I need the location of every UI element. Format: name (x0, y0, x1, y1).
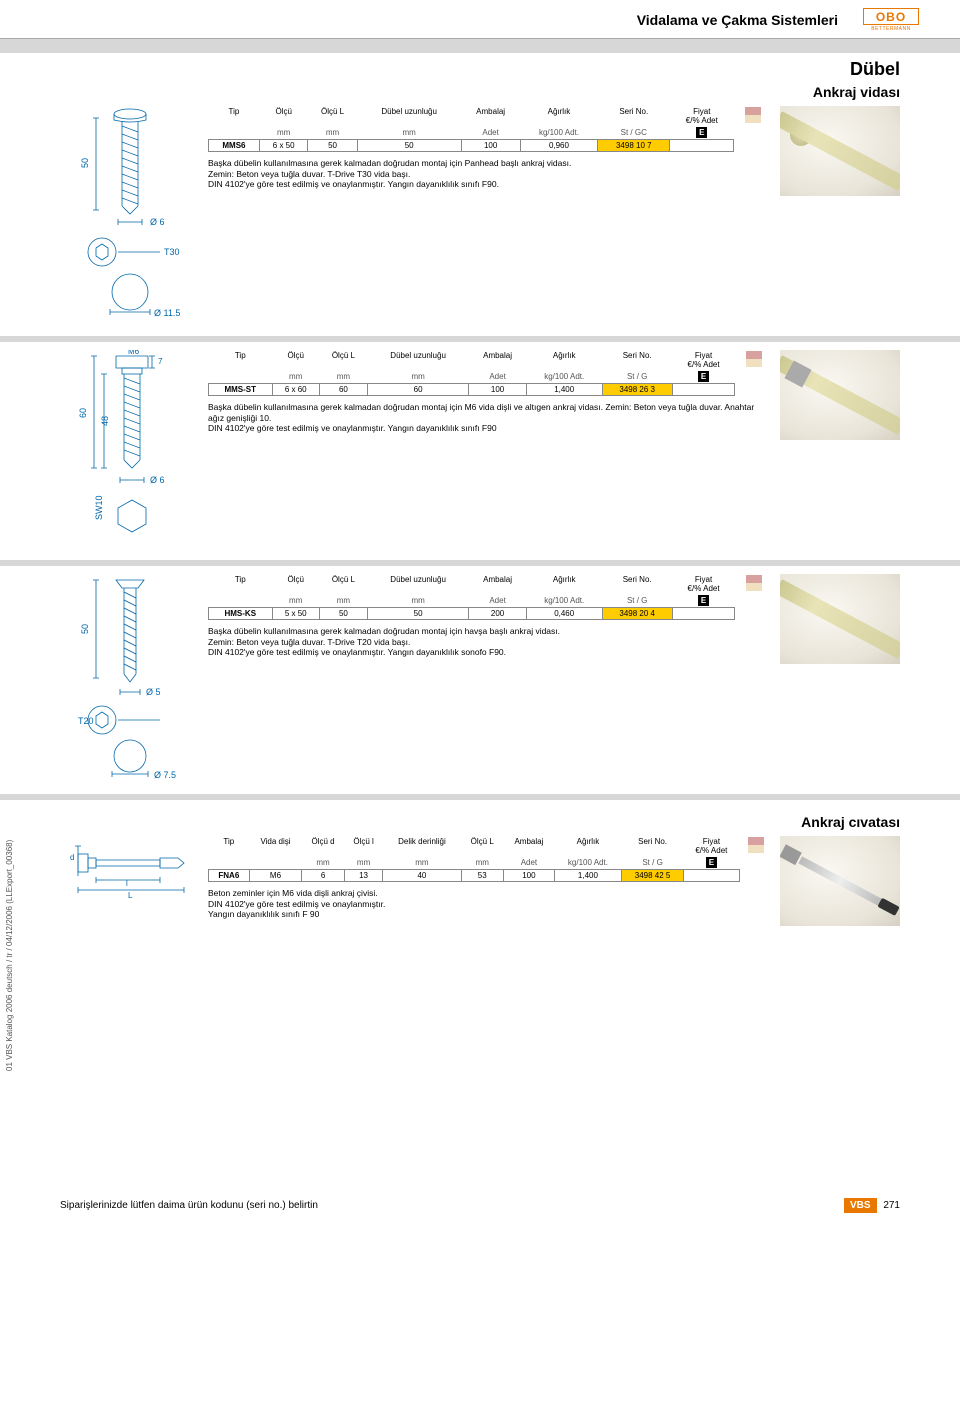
desc-1: Başka dübelin kullanılmasına gerek kalma… (208, 158, 772, 190)
td-olcu: 6 x 50 (259, 140, 308, 152)
desc-3: Başka dübelin kullanılmasına gerek kalma… (208, 626, 772, 658)
th-fiyat: Fiyat€/% Adet (670, 106, 734, 126)
th-seri: Seri No. (598, 106, 670, 126)
e-cell: E (670, 126, 734, 140)
svg-text:L: L (128, 891, 133, 900)
header-title: Vidalama ve Çakma Sistemleri (637, 12, 838, 28)
diagram-1: 50 Ø 6 T30 Ø 11.5 (60, 106, 200, 328)
content-4: Tip Vida dişi Ölçü d Ölçü l Delik derinl… (208, 836, 772, 920)
svg-text:50: 50 (80, 624, 90, 634)
th-olcu: Ölçü (259, 106, 308, 126)
material-icon (746, 575, 762, 591)
svg-text:Ø 5: Ø 5 (146, 687, 161, 697)
td-tip: MMS6 (209, 140, 260, 152)
footer-page: 271 (883, 1200, 900, 1211)
svg-text:M6: M6 (128, 350, 140, 356)
section-title: Dübel (0, 59, 900, 80)
product-row-1: 50 Ø 6 T30 Ø 11.5 Tip Ölçü Ölçü L Dübel … (0, 102, 960, 332)
separator (0, 794, 960, 800)
screw-diagram-1: 50 Ø 6 T30 Ø 11.5 (60, 106, 200, 326)
logo-text: OBO (863, 8, 919, 25)
diagram-3: 50 Ø 5 T20 Ø 7.5 (60, 574, 200, 786)
spec-table-4: Tip Vida dişi Ölçü d Ölçü l Delik derinl… (208, 836, 772, 882)
separator (0, 336, 960, 342)
spec-table-1: Tip Ölçü Ölçü L Dübel uzunluğu Ambalaj A… (208, 106, 772, 152)
spacer (0, 930, 960, 1190)
svg-text:50: 50 (80, 158, 90, 168)
td-olcuL: 50 (308, 140, 357, 152)
svg-text:SW10: SW10 (94, 495, 104, 520)
th-dubel: Dübel uzunluğu (357, 106, 461, 126)
material-icon (748, 837, 764, 853)
th-olcuL: Ölçü L (308, 106, 357, 126)
material-icon (746, 351, 762, 367)
spec-table-3: Tip Ölçü Ölçü L Dübel uzunluğu Ambalaj A… (208, 574, 772, 620)
sidebar-text: 01 VBS Katalog 2006 deutsch / tr / 04/12… (5, 840, 14, 1071)
section-titles-2: Ankraj cıvatası (0, 804, 960, 832)
th-ambalaj: Ambalaj (461, 106, 520, 126)
svg-text:Ø 6: Ø 6 (150, 217, 165, 227)
footer-left: Siparişlerinizde lütfen daima ürün kodun… (60, 1200, 318, 1211)
product-row-4: d l L Tip Vida dişi Ölçü d Ölçü l Delik … (0, 832, 960, 930)
section-titles: Dübel Ankraj vidası (0, 53, 960, 102)
svg-text:Ø 6: Ø 6 (150, 475, 165, 485)
th-agirlik: Ağırlık (520, 106, 598, 126)
td-dubel: 50 (357, 140, 461, 152)
material-icon (745, 107, 761, 123)
th-tip: Tip (209, 106, 260, 126)
separator (0, 560, 960, 566)
svg-text:Ø 7.5: Ø 7.5 (154, 770, 176, 780)
svg-text:l: l (126, 879, 128, 888)
page-header: Vidalama ve Çakma Sistemleri OBO BETTERM… (0, 0, 960, 39)
desc-4: Beton zeminler için M6 vida dişli ankraj… (208, 888, 772, 920)
svg-text:T20: T20 (78, 716, 94, 726)
photo-3 (780, 574, 900, 664)
section-subtitle-2: Ankraj cıvatası (0, 814, 900, 830)
svg-text:7: 7 (158, 357, 163, 366)
screw-diagram-2: M6 60 48 7 Ø 6 SW10 (60, 350, 200, 550)
anchor-diagram: d l L (60, 836, 200, 906)
product-row-3: 50 Ø 5 T20 Ø 7.5 Tip Ölçü Ölçü L Dübel u… (0, 570, 960, 790)
svg-text:60: 60 (78, 408, 88, 418)
product-row-2: M6 60 48 7 Ø 6 SW10 Tip Ölçü Ölçü L Dübe… (0, 346, 960, 556)
screw-diagram-3: 50 Ø 5 T20 Ø 7.5 (60, 574, 200, 784)
diagram-4: d l L (60, 836, 200, 908)
content-3: Tip Ölçü Ölçü L Dübel uzunluğu Ambalaj A… (208, 574, 772, 658)
section-subtitle-1: Ankraj vidası (0, 84, 900, 100)
photo-1 (780, 106, 900, 196)
svg-text:T30: T30 (164, 247, 180, 257)
td-agirlik: 0,960 (520, 140, 598, 152)
content-2: Tip Ölçü Ölçü L Dübel uzunluğu Ambalaj A… (208, 350, 772, 434)
td-seri: 3498 10 7 (598, 140, 670, 152)
e-badge: E (696, 127, 707, 138)
footer: Siparişlerinizde lütfen daima ürün kodun… (0, 1190, 960, 1231)
grey-band (0, 39, 960, 53)
logo: OBO BETTERMANN (862, 6, 920, 34)
footer-right: VBS 271 (844, 1200, 900, 1211)
footer-badge: VBS (844, 1198, 877, 1213)
svg-text:Ø 11.5: Ø 11.5 (154, 308, 180, 318)
th-icons (734, 106, 772, 152)
logo-subtext: BETTERMANN (871, 26, 910, 32)
td-ambalaj: 100 (461, 140, 520, 152)
desc-2: Başka dübelin kullanılmasına gerek kalma… (208, 402, 772, 434)
photo-4 (780, 836, 900, 926)
content-1: Tip Ölçü Ölçü L Dübel uzunluğu Ambalaj A… (208, 106, 772, 190)
svg-text:48: 48 (100, 416, 110, 426)
diagram-2: M6 60 48 7 Ø 6 SW10 (60, 350, 200, 552)
photo-2 (780, 350, 900, 440)
spec-table-2: Tip Ölçü Ölçü L Dübel uzunluğu Ambalaj A… (208, 350, 772, 396)
svg-text:d: d (70, 853, 74, 862)
